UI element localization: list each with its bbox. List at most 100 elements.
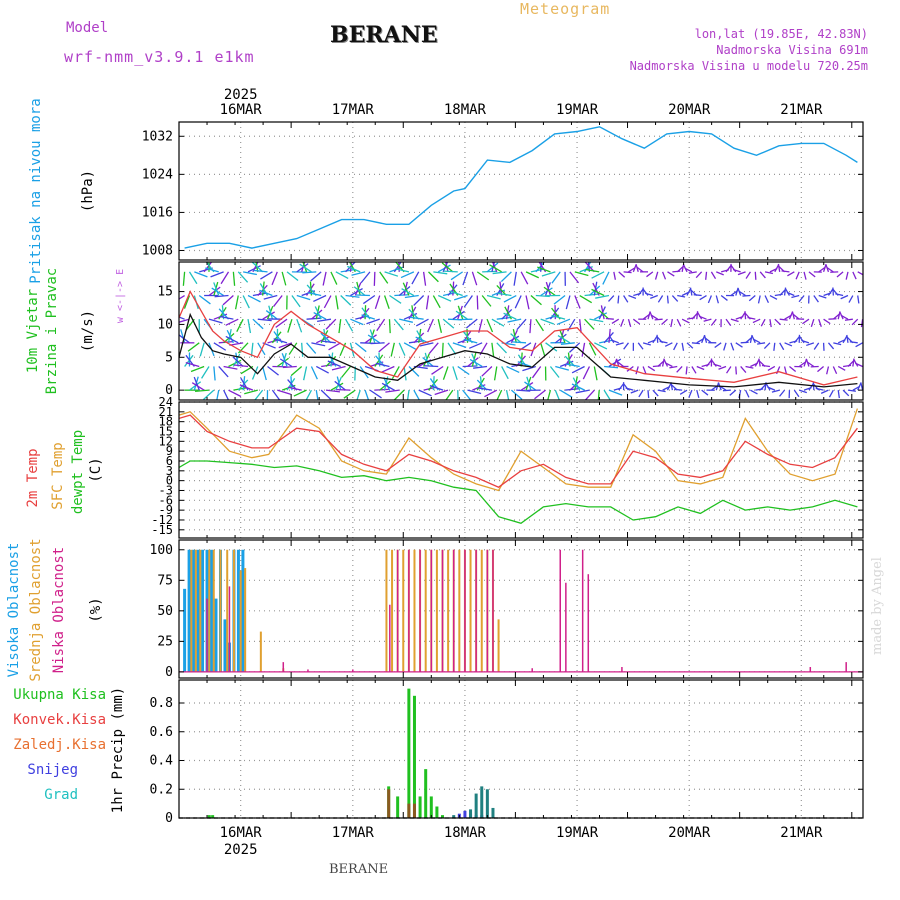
wind-barb — [205, 267, 219, 273]
wind-barb — [579, 294, 593, 304]
wind-barb — [564, 388, 580, 391]
wind-barb — [667, 271, 675, 277]
wind-barb — [706, 359, 712, 367]
wind-barb — [618, 271, 626, 278]
cloud-bar — [452, 549, 455, 672]
precip-legend-label: Zaledj.Kisa — [13, 737, 106, 753]
wind-barb — [257, 318, 272, 322]
date-label-top: 18MAR — [444, 102, 487, 118]
wind-barb — [369, 389, 382, 399]
date-label-bottom: 21MAR — [780, 825, 823, 841]
wind-barb — [471, 353, 478, 367]
wind-barb — [236, 318, 244, 332]
wind-barb — [185, 362, 200, 368]
wind-barb — [795, 271, 800, 280]
wind-barb — [584, 293, 599, 297]
wind-barb — [492, 271, 507, 275]
wind-barb — [798, 335, 805, 344]
wind-barb — [806, 361, 815, 368]
mid-cloud-label: Srednja Oblacnost — [28, 538, 44, 681]
wind-barb — [540, 342, 546, 357]
date-label-bottom: 17MAR — [332, 825, 375, 841]
cloud-bar — [196, 549, 200, 672]
wind-barb — [350, 318, 364, 326]
wind-barb — [375, 362, 390, 368]
wind-barb — [220, 271, 230, 285]
wind-barb — [443, 270, 458, 273]
wind-barb — [402, 282, 410, 296]
cloud-bar — [228, 586, 231, 672]
wind-barb — [691, 312, 698, 320]
wind-barb — [277, 389, 291, 395]
wind-barb — [385, 389, 400, 393]
wind-barb — [716, 271, 724, 276]
wind-barb — [356, 389, 361, 400]
date-label-bottom: 19MAR — [556, 825, 599, 841]
wind-barb — [530, 295, 542, 306]
wind-barb — [453, 294, 468, 301]
wind-barb — [779, 389, 786, 397]
wind-barb — [408, 308, 420, 320]
wind-barb — [462, 389, 472, 400]
wind-barb — [540, 318, 555, 325]
wind-barb — [611, 339, 619, 344]
wind-barb — [305, 389, 313, 400]
wind-barb — [393, 318, 404, 331]
wind-barb — [428, 342, 439, 354]
wind-barb — [279, 358, 293, 368]
wind-barb — [522, 365, 536, 372]
wind-barb — [278, 342, 293, 349]
cloud-bar — [430, 549, 433, 672]
t2m-line — [179, 414, 858, 488]
wind-barb — [832, 366, 838, 375]
wind-barb — [218, 366, 229, 378]
wind-barb — [203, 389, 215, 400]
wind-barb — [696, 365, 705, 371]
wind-barb — [701, 389, 709, 396]
precip-bar — [396, 796, 400, 818]
wind-barb — [211, 287, 224, 297]
wind-barb — [740, 312, 746, 320]
wind-barb — [652, 365, 661, 368]
wind-barb — [315, 390, 319, 400]
date-label-top: 17MAR — [332, 102, 375, 118]
wind-barb — [769, 319, 772, 328]
cloud-bar — [531, 668, 533, 672]
wind-barb — [759, 383, 767, 391]
wind-barb — [476, 271, 490, 281]
wind-barb — [384, 271, 399, 277]
wind-barb — [764, 271, 774, 275]
precip-bar — [429, 796, 433, 818]
wind-barb — [642, 366, 647, 375]
wind-barb — [496, 342, 507, 354]
wind-barb — [851, 318, 859, 326]
wind-barb — [394, 294, 409, 297]
wind-barb — [818, 318, 822, 327]
cloud-bar — [408, 549, 410, 672]
wind-barb — [504, 306, 512, 320]
wind-barb — [491, 318, 505, 327]
wind-barb — [642, 342, 651, 346]
wind-barb — [699, 294, 707, 301]
wind-barb — [592, 282, 600, 296]
wind-barb — [370, 342, 385, 345]
wind-barb — [247, 319, 252, 334]
wind-barb — [512, 328, 517, 343]
cloud-bar — [565, 582, 567, 672]
wind-barb — [681, 318, 690, 324]
y-tick-label: 5 — [165, 350, 173, 365]
wind-barb — [367, 334, 381, 344]
wind-barb — [449, 290, 463, 297]
wind-barb — [457, 365, 470, 376]
wind-barb — [689, 287, 693, 296]
wind-barb — [287, 386, 302, 391]
cloud-bar — [212, 549, 215, 672]
wind-barb — [636, 266, 644, 273]
wind-barb — [588, 342, 597, 356]
cloud-bar — [187, 549, 191, 672]
wind-barb — [408, 366, 420, 377]
wind-barb — [422, 271, 427, 286]
wind-barb — [644, 292, 654, 297]
wind-barb — [691, 342, 700, 345]
wind-barb — [427, 379, 438, 391]
